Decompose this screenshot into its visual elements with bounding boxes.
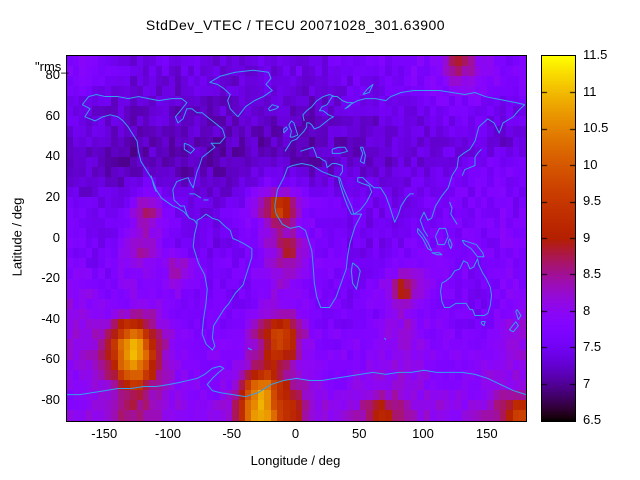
y-tick-label: 0 [52,229,60,245]
coastline-path [340,178,414,223]
x-tick-label: 150 [475,426,498,441]
coastline-path [384,338,385,340]
y-axis-title: Latitude / deg [9,197,25,277]
y-tick-label: -20 [41,270,60,286]
coastline-path [462,149,481,175]
y-tick-label: 40 [45,148,60,164]
colorbar-tick-label: 9.5 [583,193,602,208]
colorbar-tick-label: 10 [583,156,598,172]
y-tick-label: 60 [45,107,60,123]
coastline-path [284,127,288,133]
coastline-path [332,147,347,153]
coastline-path [420,105,525,237]
coastline-path [184,143,194,153]
coastline-path [189,194,200,198]
colorbar-tick-label: 7 [583,375,591,391]
coastline-overlay [67,56,526,421]
coastline-path [509,322,518,332]
x-tick-label: 0 [291,426,300,441]
colorbar-tick-label: 10.5 [583,120,609,135]
coastline-path [303,95,335,121]
coastline-path [435,228,448,244]
colorbar-tick-label: 8.5 [583,266,602,281]
coastline-path [151,176,156,192]
colorbar-tick-label: 11 [583,83,597,99]
colorbar-tick-label: 7.5 [583,339,602,354]
coastline-path [516,309,521,319]
y-tick-label: -40 [41,310,60,326]
coastline-path [285,90,525,151]
coastline-path [193,214,252,350]
coastline-path [360,147,365,163]
coastline-path [432,253,442,255]
y-tick-label: 20 [45,188,60,204]
x-tick-label: 50 [352,426,367,441]
coastline-path [418,228,432,250]
colorbar-tick-label: 6.5 [583,412,602,427]
coastline-path [289,121,298,137]
x-tick-label: -150 [91,426,118,441]
coastline-path [450,202,458,224]
coastline-path [248,348,252,350]
x-tick-label: -50 [222,426,242,441]
colorbar-tick-label: 9 [583,229,591,245]
colorbar-tick-label: 8 [583,302,591,318]
coastline-path [210,70,272,117]
coastline-path [300,147,342,175]
coastline-path [363,84,373,94]
coastline-path [275,163,362,307]
coastline-path [82,105,197,225]
coastline-path [481,322,485,326]
overlay-label: "rms_ [35,59,69,74]
y-tick-label: -80 [41,391,60,407]
coastline-path [448,239,452,249]
x-tick-label: 100 [412,426,434,441]
coastline-path [82,95,225,219]
coastline-path [67,366,526,396]
coastline-path [441,259,492,316]
x-tick-label: -100 [154,426,182,441]
plot-title: StdDev_VTEC / TECU 20071028_301.63900 [145,17,446,33]
colorbar-canvas [542,56,575,421]
coastline-path [351,263,360,289]
x-axis-title: Longitude / deg [250,453,341,468]
y-tick-label: -60 [41,351,60,367]
y-tick-label: 80 [45,67,60,83]
colorbar-tick-label: 11.5 [583,47,608,62]
coastline-path [462,241,484,257]
map-plot-area [66,55,527,422]
coastline-path [268,105,278,111]
colorbar [541,55,576,422]
